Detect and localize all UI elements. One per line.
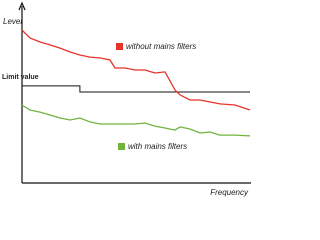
x-axis-label: Frequency [210,188,249,197]
chart: Level Frequency Limit value without main… [2,1,251,197]
axes [18,1,251,184]
legend-label: with mains filters [128,142,187,151]
y-axis-arrow [18,1,26,11]
legend-label: without mains filters [126,42,196,51]
series-line [21,29,251,111]
legend-swatch [116,43,123,50]
y-axis-label: Level [3,17,22,26]
legend-swatch [118,143,125,150]
limit-label: Limit value [2,74,39,81]
limit-line [22,85,250,93]
series-line [21,104,251,137]
